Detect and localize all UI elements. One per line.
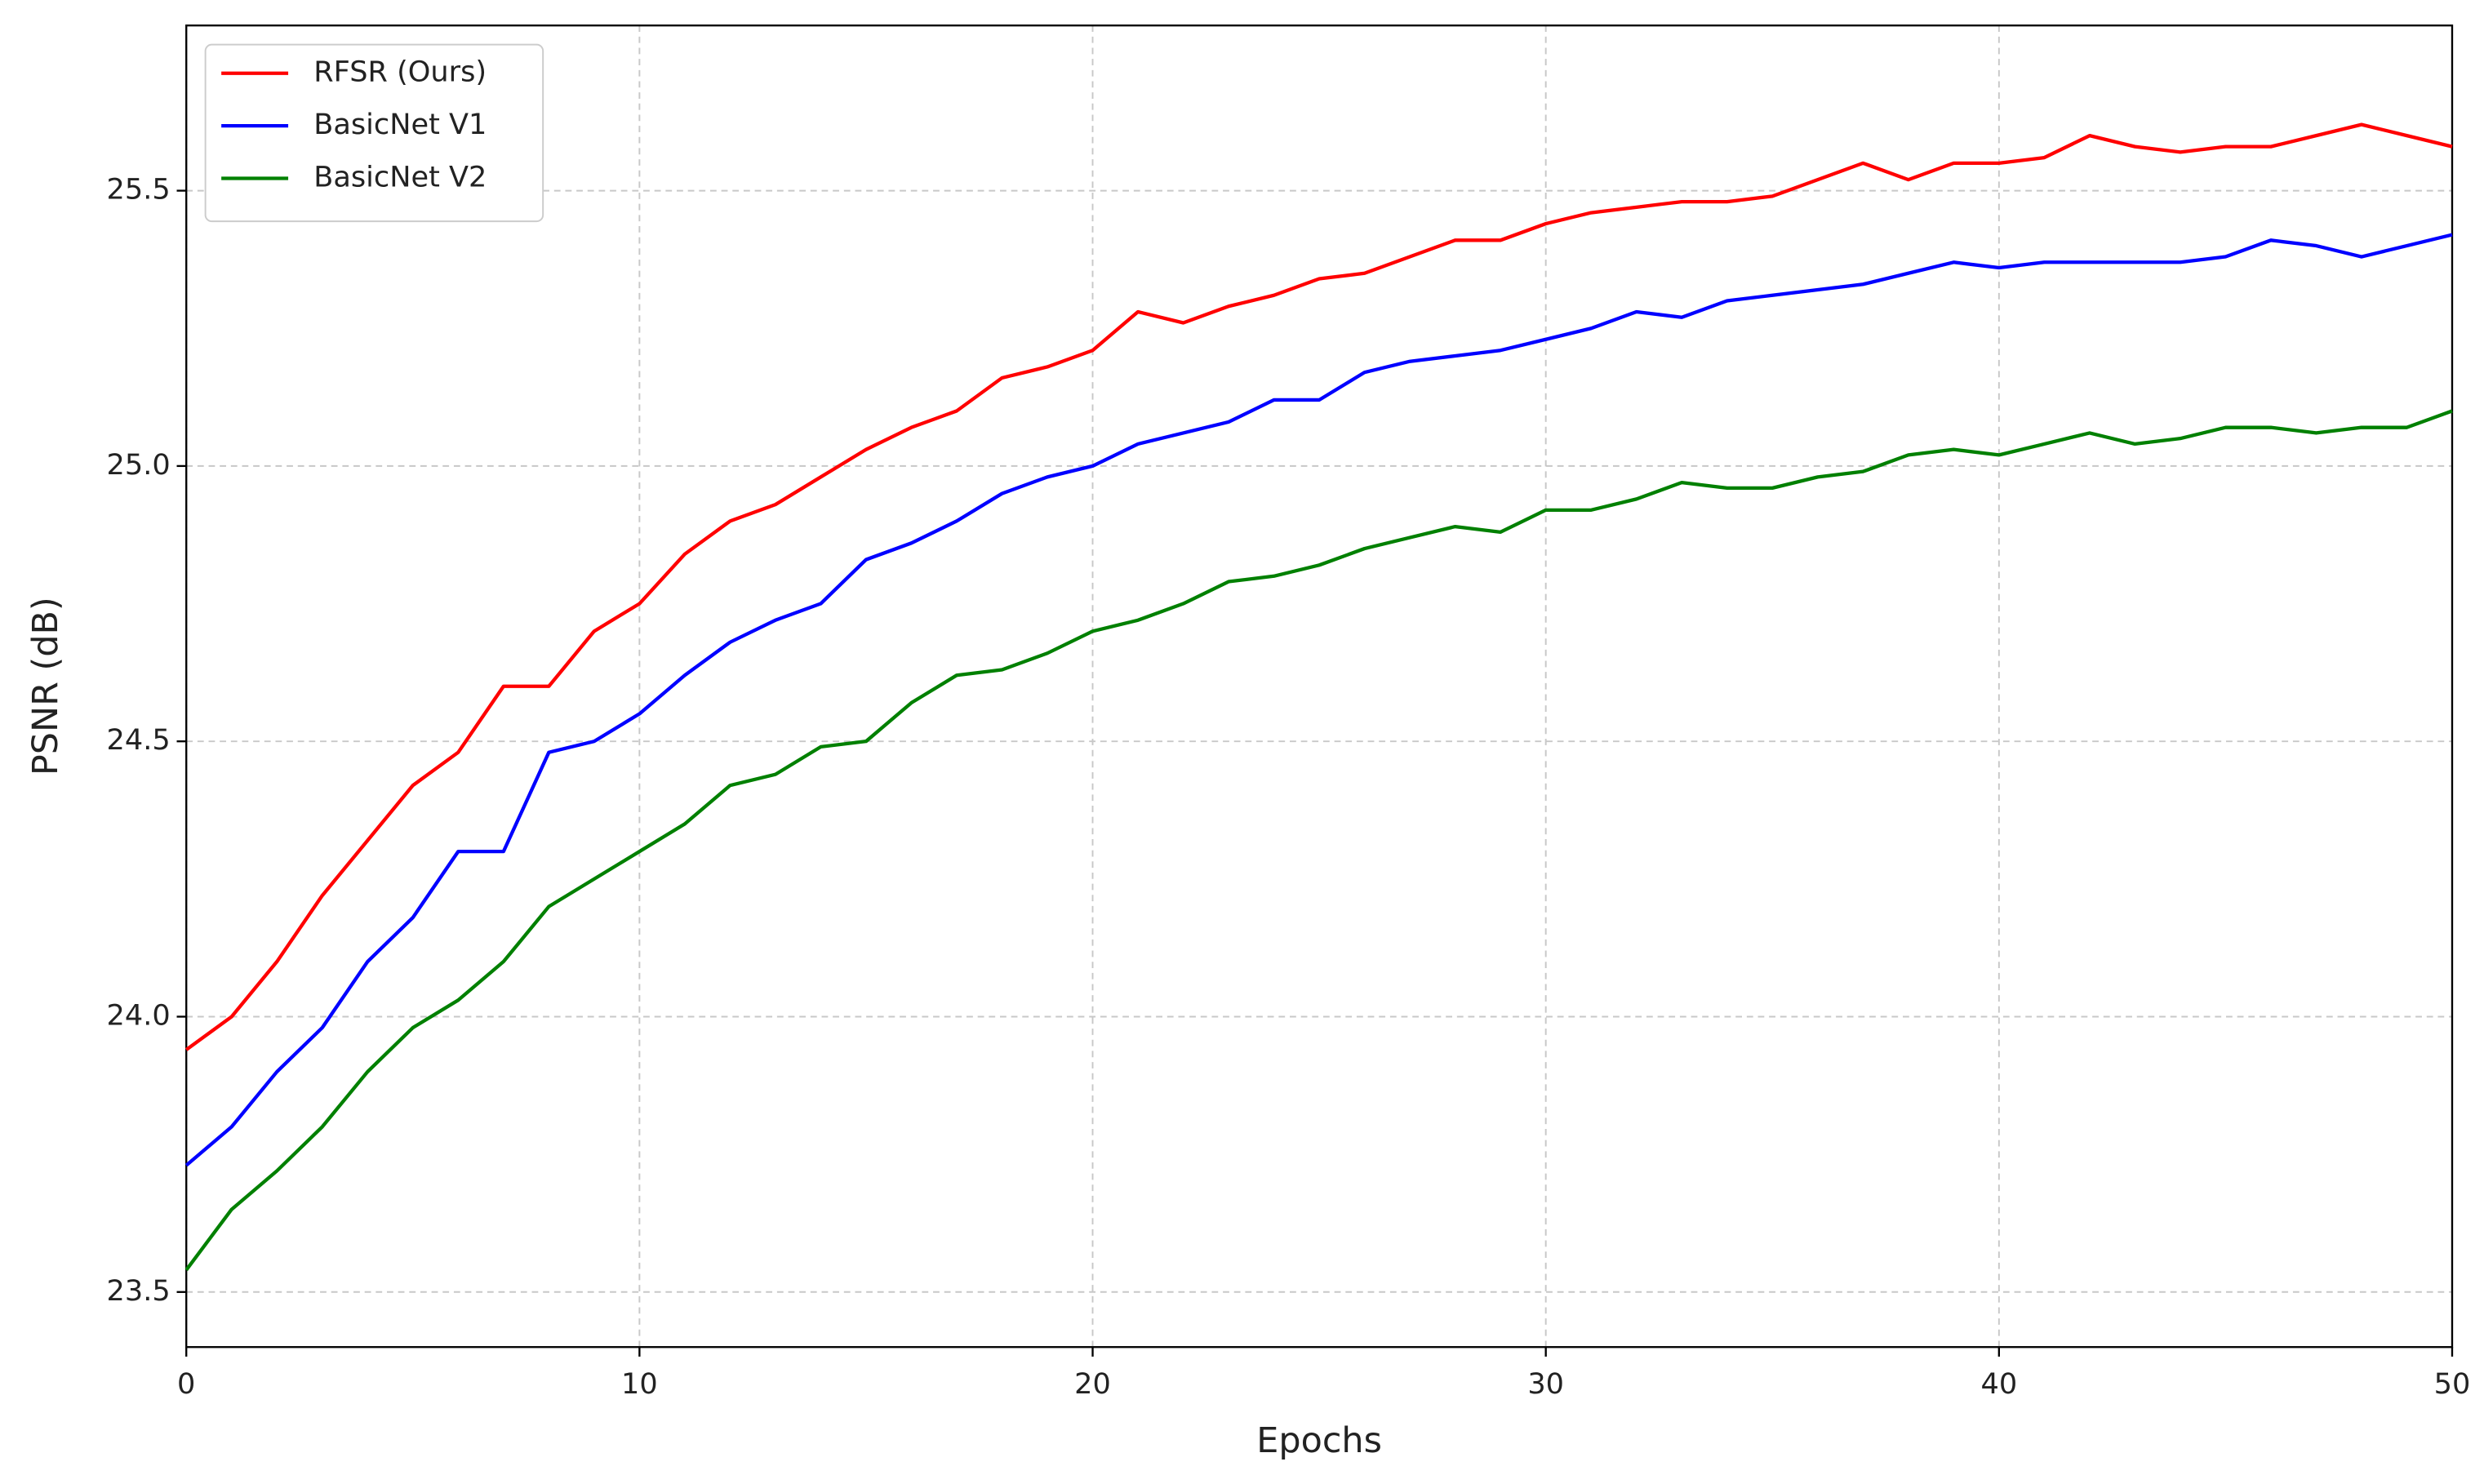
x-tick-label: 40 (1980, 1367, 2017, 1401)
legend-box (204, 43, 544, 223)
data-line (184, 233, 2453, 1167)
plot-frame (185, 24, 2454, 1348)
x-tick-label: 20 (1074, 1367, 1111, 1401)
y-axis-label: PSNR (dB) (25, 597, 66, 775)
x-tick-label: 0 (177, 1367, 195, 1401)
x-tick-label: 10 (621, 1367, 658, 1401)
y-tick-label: 24.5 (107, 723, 171, 757)
data-line (184, 409, 2453, 1272)
y-tick-label: 24.0 (107, 998, 171, 1032)
legend-label: BasicNet V2 (313, 160, 487, 193)
x-tick-label: 30 (1527, 1367, 1564, 1401)
y-tick-label: 25.5 (107, 173, 171, 207)
data-line (184, 122, 2453, 1051)
x-axis-label: Epochs (1256, 1420, 1382, 1461)
y-tick-label: 23.5 (107, 1274, 171, 1308)
legend-label: BasicNet V1 (313, 108, 487, 141)
x-tick-label: 50 (2434, 1367, 2471, 1401)
y-tick-label: 25.0 (107, 448, 171, 482)
legend-label: RFSR (Ours) (313, 56, 487, 89)
